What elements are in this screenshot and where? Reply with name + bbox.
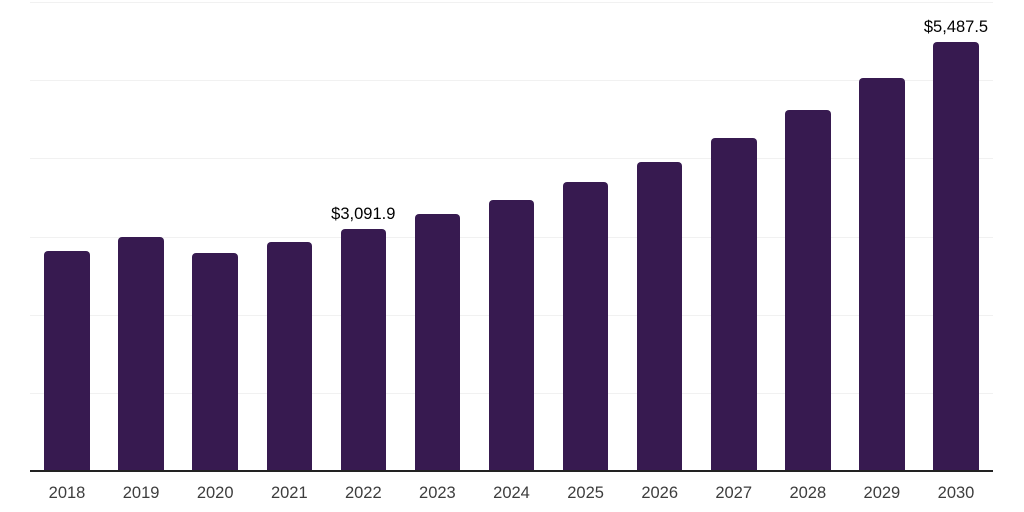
bar-2027[interactable] [711,137,757,471]
gridline-6000 [30,2,993,3]
x-axis-label-2027: 2027 [715,484,753,502]
bar-2030[interactable] [933,42,979,471]
gridline-4000 [30,158,993,160]
bar-2023[interactable] [414,214,461,471]
x-axis-label-2022: 2022 [344,484,382,502]
x-axis-label-2028: 2028 [789,484,827,502]
bar-2022[interactable] [340,229,387,471]
bar-2029[interactable] [859,78,905,471]
x-axis-label-2024: 2024 [493,484,530,502]
bar-2026[interactable] [636,161,683,471]
x-axis-label-2023: 2023 [419,484,456,502]
bar-2018[interactable] [44,251,90,471]
bar-2025[interactable] [562,182,609,471]
bar-2021[interactable] [266,241,312,471]
bar-value-label-2030: $5,487.5 [923,18,989,37]
bar-2020[interactable] [192,252,238,471]
x-axis-label-2020: 2020 [196,484,234,502]
x-axis-label-2018: 2018 [48,484,86,502]
x-axis-label-2021: 2021 [270,484,308,502]
x-axis-label-2019: 2019 [122,484,160,502]
x-axis-label-2025: 2025 [567,484,604,502]
bar-2028[interactable] [785,109,831,471]
bar-2019[interactable] [118,236,164,471]
x-axis-label-2029: 2029 [863,484,901,502]
x-axis-line [30,470,993,472]
x-axis-label-2026: 2026 [641,484,679,502]
bar-value-label-2022: $3,091.9 [331,205,396,224]
gridline-5000 [30,80,993,82]
x-axis-label-2030: 2030 [937,484,975,502]
bar-2024[interactable] [488,200,535,471]
